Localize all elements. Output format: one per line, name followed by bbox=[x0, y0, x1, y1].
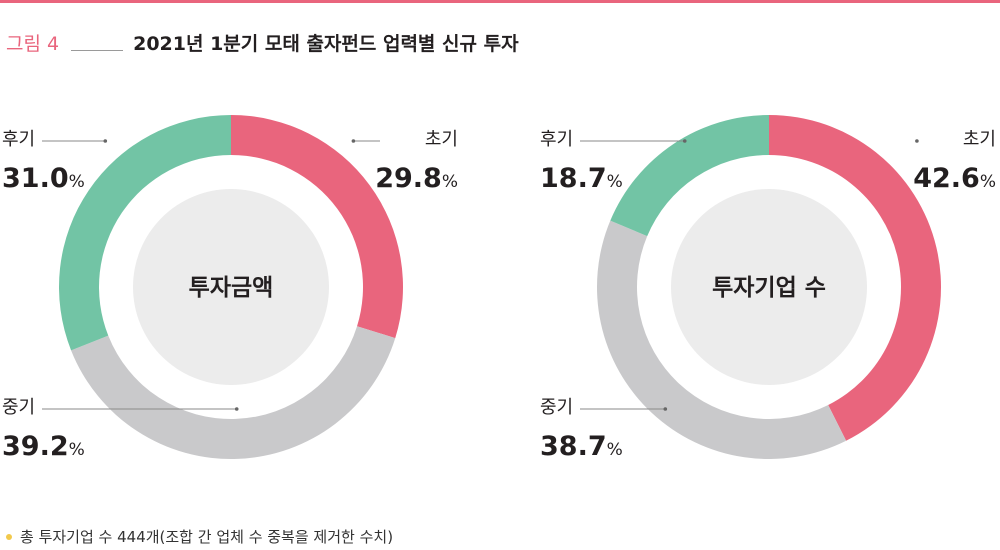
donut-1-value-1: 29.8% bbox=[375, 163, 458, 194]
donut-1-leader-dot-2 bbox=[234, 407, 239, 411]
footnote-bullet-icon bbox=[6, 533, 12, 540]
donut-2-label-3: 후기 bbox=[540, 129, 573, 150]
donut-2-label-1: 초기 bbox=[963, 129, 996, 150]
top-accent-rule bbox=[0, 0, 1000, 3]
donut-1-slice-1 bbox=[231, 115, 403, 339]
donut-1-center-disc bbox=[133, 189, 329, 385]
donut-2-value-3: 18.7% bbox=[540, 163, 623, 194]
donut-2-leader-dot-2 bbox=[663, 407, 668, 411]
footnote: 총 투자기업 수 444개(조합 간 업체 수 중복을 제거한 수치) bbox=[6, 526, 393, 547]
figure-label: 그림 4 bbox=[6, 33, 60, 55]
donut-1-center-label: 투자금액 bbox=[189, 275, 274, 301]
donut-1-leader-dot-1 bbox=[351, 139, 356, 143]
donut-2-label-2: 중기 bbox=[540, 397, 573, 418]
figure-header: 그림 4 2021년 1분기 모태 출자펀드 업력별 신규 투자 bbox=[6, 26, 519, 56]
donut-2-slice-3 bbox=[610, 115, 769, 237]
donut-2-value-2: 38.7% bbox=[540, 431, 623, 462]
donut-2-value-1: 42.6% bbox=[913, 163, 996, 194]
donut-2-leader-dot-3 bbox=[682, 139, 687, 143]
donut-1-label-2: 중기 bbox=[2, 397, 35, 418]
donut-1-value-3: 31.0% bbox=[2, 163, 85, 194]
donut-2-center-label: 투자기업 수 bbox=[712, 275, 826, 301]
donut-2-leader-dot-1 bbox=[915, 139, 919, 143]
donut-1-slice-3 bbox=[59, 115, 232, 351]
donut-1-label-3: 후기 bbox=[2, 129, 35, 150]
donut-1-leader-dot-3 bbox=[103, 139, 108, 143]
figure-title: 2021년 1분기 모태 출자펀드 업력별 신규 투자 bbox=[133, 33, 519, 55]
donut-1-value-2: 39.2% bbox=[2, 431, 85, 462]
footnote-text: 총 투자기업 수 444개(조합 간 업체 수 중복을 제거한 수치) bbox=[20, 528, 394, 546]
donut-2-slice-2 bbox=[597, 220, 847, 459]
donut-2-center-disc bbox=[671, 189, 867, 385]
donut-2-slice-1 bbox=[769, 115, 941, 441]
donut-1-slice-2 bbox=[71, 326, 396, 459]
donut-1-label-1: 초기 bbox=[425, 129, 458, 150]
figure-title-rule bbox=[71, 50, 124, 51]
